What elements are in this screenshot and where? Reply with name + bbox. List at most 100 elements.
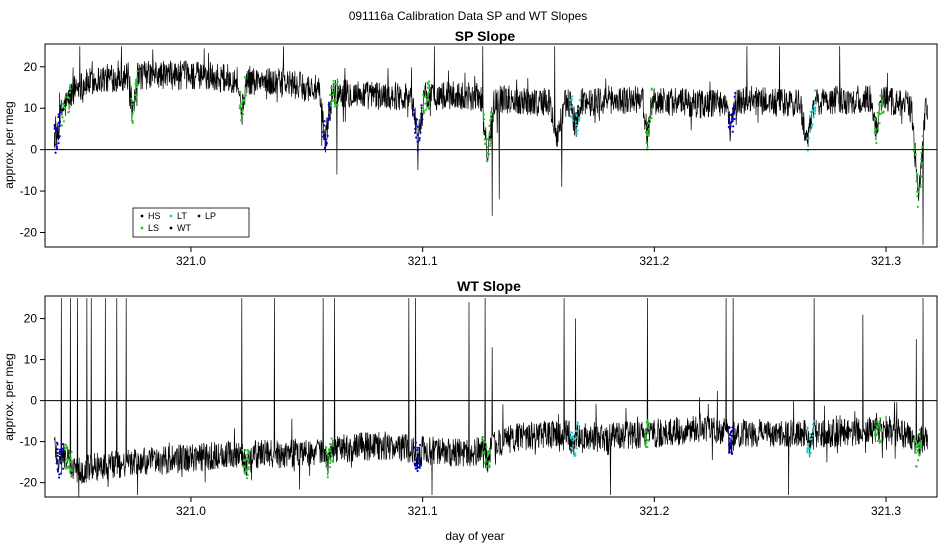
wt-slope-point-blue (58, 473, 61, 476)
sp-slope-point-ls (424, 102, 427, 105)
sp-slope-point-ls (130, 119, 133, 122)
sp-slope-point-ls (130, 97, 133, 100)
sp-slope-point-blue (731, 120, 734, 123)
sp-slope-point-ls (132, 108, 135, 112)
sp-slope-point-lt (577, 107, 580, 110)
sp-slope-point-ls (332, 86, 335, 89)
sp-slope-point-ls (425, 108, 428, 111)
sp-slope-point-ls (873, 118, 877, 121)
sp-slope-point-blue (57, 113, 60, 116)
sp-slope-point-lt (809, 129, 812, 132)
sp-slope-point-lt (575, 132, 578, 135)
wt-slope-point-ls (329, 458, 332, 462)
wt-slope-point-ls (326, 452, 329, 455)
sp-slope-x-tick-label: 321.3 (871, 254, 901, 268)
sp-slope-point-blue (729, 125, 732, 128)
wt-slope-point-ls (326, 476, 329, 479)
wt-slope-point-ls (328, 456, 331, 460)
sp-slope-point-ls (879, 94, 883, 97)
sp-slope-point-ls (484, 142, 487, 145)
sp-slope-point-lt (812, 116, 815, 119)
sp-slope-point-ls (241, 101, 244, 104)
sp-slope-point-lt (575, 123, 578, 127)
sp-slope-point-lt (578, 119, 581, 122)
sp-slope-point-blue (414, 131, 417, 134)
sp-slope-point-ls (648, 117, 651, 120)
sp-slope-point-blue (731, 107, 735, 110)
legend-label-hs: HS (148, 211, 161, 221)
sp-slope-point-blue (421, 118, 424, 121)
wt-slope-point-ls (327, 448, 330, 452)
wt-slope-point-lt (576, 430, 579, 433)
sp-slope-point-blue (327, 114, 331, 117)
sp-slope-point-ls (486, 146, 489, 149)
sp-slope-point-blue (322, 124, 326, 127)
wt-slope-line (53, 298, 929, 497)
wt-slope-point-ls (484, 458, 487, 461)
sp-slope-point-blue (55, 143, 58, 146)
sp-slope-point-ls (917, 191, 920, 194)
figure-title: 091116a Calibration Data SP and WT Slope… (349, 9, 588, 23)
sp-slope-point-blue (415, 136, 418, 139)
wt-slope-point-ls (70, 450, 73, 453)
sp-slope-point-ls (920, 158, 923, 161)
sp-slope-point-ls (334, 103, 338, 106)
wt-slope-point-ls (241, 449, 244, 452)
sp-slope-point-blue (326, 121, 329, 124)
wt-slope-point-ls (324, 461, 327, 464)
wt-slope-point-ls (246, 453, 249, 456)
wt-slope-point-ls (879, 428, 883, 431)
wt-slope-point-ls (481, 435, 485, 439)
wt-slope-point-blue (58, 452, 61, 455)
wt-slope-point-ls (327, 454, 330, 457)
wt-slope-y-tick-label: 20 (24, 312, 38, 326)
sp-slope-point-blue (733, 118, 736, 121)
wt-slope-point-ls (242, 459, 245, 462)
sp-slope-point-ls (69, 83, 72, 86)
sp-slope-point-ls (424, 95, 427, 98)
wt-slope-point-ls (644, 430, 647, 433)
sp-slope-point-ls (488, 133, 491, 136)
sp-slope-point-ls (241, 99, 245, 102)
sp-slope-point-ls (131, 112, 134, 115)
sp-slope-point-ls (129, 85, 133, 88)
sp-slope-point-blue (325, 144, 328, 147)
wt-slope-point-blue (56, 454, 59, 458)
wt-slope-point-blue (60, 447, 63, 450)
wt-slope-point-ls (918, 443, 922, 446)
sp-slope-point-ls (915, 180, 918, 183)
sp-slope-point-ls (913, 146, 916, 150)
sp-slope-point-lt (814, 108, 817, 111)
sp-slope-point-ls (240, 119, 243, 122)
wt-slope-point-lt (809, 447, 812, 450)
sp-slope-point-blue (54, 151, 57, 154)
sp-slope-point-ls (876, 127, 880, 130)
sp-slope-point-blue (416, 125, 419, 128)
sp-slope-point-blue (727, 118, 731, 121)
sp-slope-point-lt (571, 106, 575, 109)
wt-slope-point-ls (485, 445, 488, 448)
wt-slope-y-tick-label: -20 (20, 476, 38, 490)
wt-slope-point-lt (572, 444, 575, 447)
wt-slope-point-ls (874, 431, 877, 434)
sp-slope-point-ls (333, 82, 337, 85)
wt-slope-x-tick-label: 321.0 (176, 504, 206, 518)
sp-slope-point-blue (57, 142, 60, 145)
wt-slope-point-ls (487, 464, 490, 468)
wt-slope-point-lt (806, 451, 809, 454)
sp-slope-title: SP Slope (455, 28, 516, 44)
sp-slope-point-ls (67, 111, 70, 114)
sp-slope-panel: SP Slope approx. per meg 321.0 321.1 321.2… (2, 28, 938, 268)
sp-slope-point-blue (731, 113, 735, 116)
sp-slope-point-ls (241, 110, 244, 113)
wt-slope-point-ls (482, 439, 485, 442)
sp-slope-point-ls (921, 161, 924, 164)
sp-slope-x-tick-label: 321.0 (176, 254, 206, 268)
legend-label-lt: LT (177, 211, 187, 221)
wt-slope-point-blue (418, 462, 421, 466)
sp-slope-point-lt (809, 110, 812, 113)
sp-slope-point-lt (812, 105, 815, 108)
sp-slope-point-ls (919, 185, 922, 189)
sp-slope-point-ls (134, 99, 137, 103)
sp-slope-point-ls (134, 83, 137, 86)
